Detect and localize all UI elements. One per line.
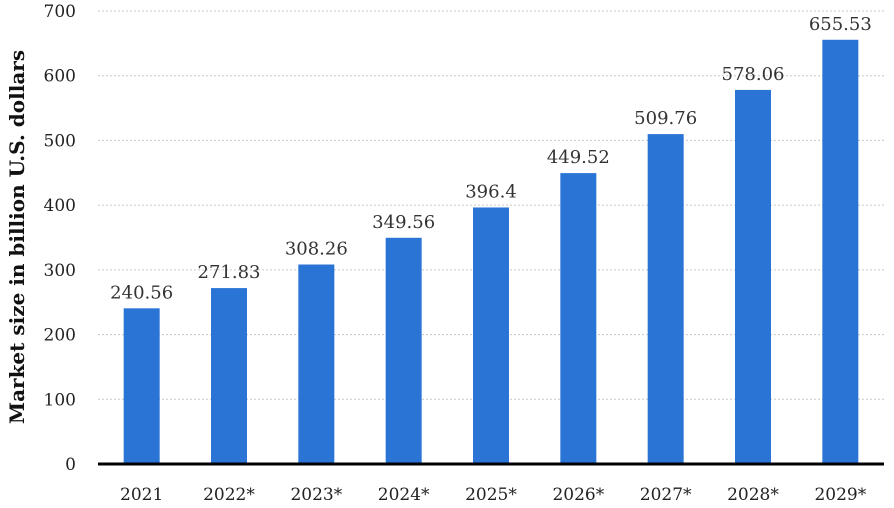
x-tick-label: 2029* xyxy=(814,485,866,505)
bar-2028 xyxy=(735,89,771,464)
x-tick-label: 2026* xyxy=(552,485,604,505)
y-tick-label: 400 xyxy=(44,196,76,216)
y-tick-label: 600 xyxy=(44,67,76,87)
x-tick-label: 2028* xyxy=(727,485,779,505)
bars xyxy=(123,39,859,464)
x-tick-label: 2021 xyxy=(120,485,163,505)
y-axis-label: Market size in billion U.S. dollars xyxy=(5,50,29,424)
y-tick-label: 300 xyxy=(44,261,76,281)
bar-2026 xyxy=(560,173,597,464)
y-tick-label: 100 xyxy=(44,390,76,410)
x-tick-label: 2027* xyxy=(640,485,692,505)
data-label: 655.53 xyxy=(809,14,872,35)
y-tick-label: 700 xyxy=(44,2,76,22)
bar-2029 xyxy=(822,39,859,464)
bar-2022 xyxy=(211,288,247,464)
bar-2025 xyxy=(473,207,509,464)
data-labels: 240.56 271.83 308.26 349.56 396.4 449.52 509.7… xyxy=(110,14,872,304)
data-label: 308.26 xyxy=(285,239,348,260)
y-axis-ticks: 0 100 200 300 400 500 600 700 xyxy=(44,2,76,475)
x-axis-ticks: 2021 2022* 2023* 2024* 2025* 2026* 2027* 2028* 2… xyxy=(120,485,867,505)
data-label: 509.76 xyxy=(634,108,697,129)
y-tick-label: 0 xyxy=(65,455,76,475)
bar-2027 xyxy=(647,134,684,464)
x-tick-label: 2024* xyxy=(378,485,430,505)
bar-2024 xyxy=(385,237,422,464)
y-tick-label: 200 xyxy=(44,326,76,346)
y-tick-label: 500 xyxy=(44,131,76,151)
data-label: 271.83 xyxy=(198,262,261,283)
data-label: 578.06 xyxy=(722,64,785,85)
x-tick-label: 2023* xyxy=(290,485,342,505)
data-label: 349.56 xyxy=(372,212,435,233)
data-label: 396.4 xyxy=(465,181,517,202)
data-label: 240.56 xyxy=(110,282,173,303)
data-label: 449.52 xyxy=(547,147,610,168)
bar-2021 xyxy=(123,308,160,464)
bar-2023 xyxy=(298,264,335,464)
x-tick-label: 2025* xyxy=(465,485,517,505)
x-tick-label: 2022* xyxy=(203,485,255,505)
